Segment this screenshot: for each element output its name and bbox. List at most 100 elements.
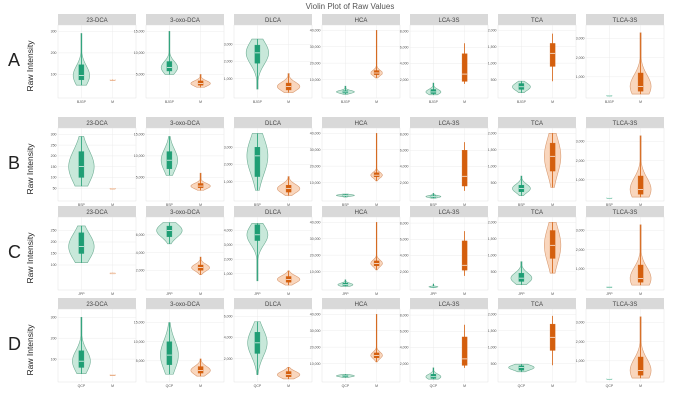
panel-strip [58, 298, 136, 309]
x-tick-label: M [287, 100, 290, 104]
panel-strip [322, 14, 400, 25]
panel-title: TLCA-3S [613, 18, 638, 24]
group1-box [430, 374, 437, 379]
y-tick-label: 6,000 [400, 45, 409, 49]
x-tick-label: M [463, 203, 466, 207]
y-tick-label: 5,000 [136, 176, 145, 180]
group1-box [166, 341, 173, 365]
group2-group [461, 43, 468, 84]
panel-tlca-3s: TLCA-3S 1,000 2,000 3,000 BSP M [576, 117, 665, 207]
panel-hca: HCA 10,000 20,000 30,000 40,000 QCP M [310, 298, 401, 388]
row-letter: C [8, 242, 21, 262]
panel-title: HCA [355, 210, 368, 216]
panel-title: TCA [531, 18, 543, 24]
x-tick-label: QCP [430, 384, 438, 388]
x-tick-label: JPP [78, 292, 85, 296]
x-tick-label: M [551, 292, 554, 296]
panel-plot-area [321, 216, 401, 291]
y-tick-label: 10,000 [310, 181, 321, 185]
group1-group [247, 321, 268, 375]
x-tick-label: M [199, 203, 202, 207]
y-tick-label: 200 [51, 154, 57, 158]
panel-title: DLCA [265, 302, 281, 308]
x-tick-label: QCP [254, 384, 262, 388]
panel-23-dca: 23-DCA 100 150 200 250 JPP M [51, 206, 137, 296]
panel-plot-area [497, 24, 577, 99]
panel-title: LCA-3S [438, 18, 459, 24]
x-tick-label: BSP [78, 203, 86, 207]
y-tick-label: 100 [51, 73, 57, 77]
group1-group [156, 222, 183, 245]
panel-tca: TCA 500 1,000 1,500 2,000 BJGP M [488, 14, 577, 104]
x-tick-label: M [287, 203, 290, 207]
panel-lca-3s: LCA-3S 2,000 4,000 6,000 8,000 JPP M [400, 206, 489, 296]
panel-strip [410, 298, 488, 309]
group1-group [425, 367, 442, 380]
x-tick-label: JPP [606, 292, 613, 296]
y-tick-label: 6,000 [400, 329, 409, 333]
panel-title: LCA-3S [438, 302, 459, 308]
figure-title: Violin Plot of Raw Values [306, 2, 395, 11]
y-tick-label: 3,000 [224, 145, 233, 149]
group2-group [109, 374, 116, 376]
group2-group [544, 132, 562, 188]
panel-plot-area [321, 24, 401, 99]
group2-box [373, 172, 380, 178]
panel-strip [58, 206, 136, 217]
y-tick-label: 30,000 [310, 45, 321, 49]
y-axis-label: Raw Intensity [25, 232, 35, 284]
panel-tca: TCA 500 1,000 1,500 2,000 BSP M [488, 117, 577, 207]
x-tick-label: M [199, 100, 202, 104]
x-tick-label: M [375, 384, 378, 388]
group2-group [370, 132, 383, 182]
group1-group [160, 322, 179, 375]
y-tick-label: 1,500 [488, 45, 497, 49]
y-tick-label: 6,000 [400, 148, 409, 152]
panel-strip [498, 14, 576, 25]
row-letter: D [8, 334, 21, 354]
x-tick-label: QCP [78, 384, 86, 388]
panel-3-oxo-dca: 3-oxo-DCA 5,000 10,000 15,000 BJGP M [134, 14, 225, 104]
y-tick-label: 1,500 [488, 329, 497, 333]
y-tick-label: 1,000 [224, 272, 233, 276]
panel-tlca-3s: TLCA-3S 1,000 2,000 3,000 QCP M [576, 298, 665, 388]
group2-group [370, 221, 383, 271]
panel-title: TCA [531, 210, 543, 216]
panel-strip [146, 117, 224, 128]
panel-plot-area [321, 127, 401, 202]
y-tick-label: 500 [491, 181, 497, 185]
panel-title: 23-DCA [86, 210, 107, 216]
y-tick-label: 100 [51, 176, 57, 180]
group1-group [160, 31, 178, 75]
panel-tlca-3s: TLCA-3S 1,000 2,000 3,000 JPP M [576, 206, 665, 296]
y-tick-label: 150 [51, 252, 57, 256]
group1-box [78, 151, 85, 178]
x-tick-label: M [111, 100, 114, 104]
y-tick-label: 8,000 [400, 29, 409, 33]
panel-dlca: DLCA 1,000 2,000 3,000 BSP M [224, 117, 313, 207]
y-tick-label: 6,000 [224, 315, 233, 319]
x-tick-label: BSP [254, 203, 262, 207]
y-tick-label: 2,000 [488, 131, 497, 135]
y-tick-label: 40,000 [310, 220, 321, 224]
y-tick-label: 4,000 [136, 251, 145, 255]
panel-title: LCA-3S [438, 121, 459, 127]
group1-box [78, 64, 85, 81]
group2-group [629, 224, 652, 286]
group2-group [109, 188, 116, 190]
group1-group [336, 373, 355, 378]
panel-strip [146, 206, 224, 217]
group2-group [461, 324, 468, 368]
group2-box [461, 53, 468, 82]
x-tick-label: M [287, 292, 290, 296]
y-tick-label: 2,000 [400, 181, 409, 185]
panel-title: HCA [355, 302, 368, 308]
y-tick-label: 10,000 [310, 78, 321, 82]
group1-group [510, 261, 533, 286]
y-tick-label: 250 [51, 143, 57, 147]
x-tick-label: M [639, 100, 642, 104]
group2-box [461, 150, 468, 187]
group1-group [337, 279, 354, 287]
